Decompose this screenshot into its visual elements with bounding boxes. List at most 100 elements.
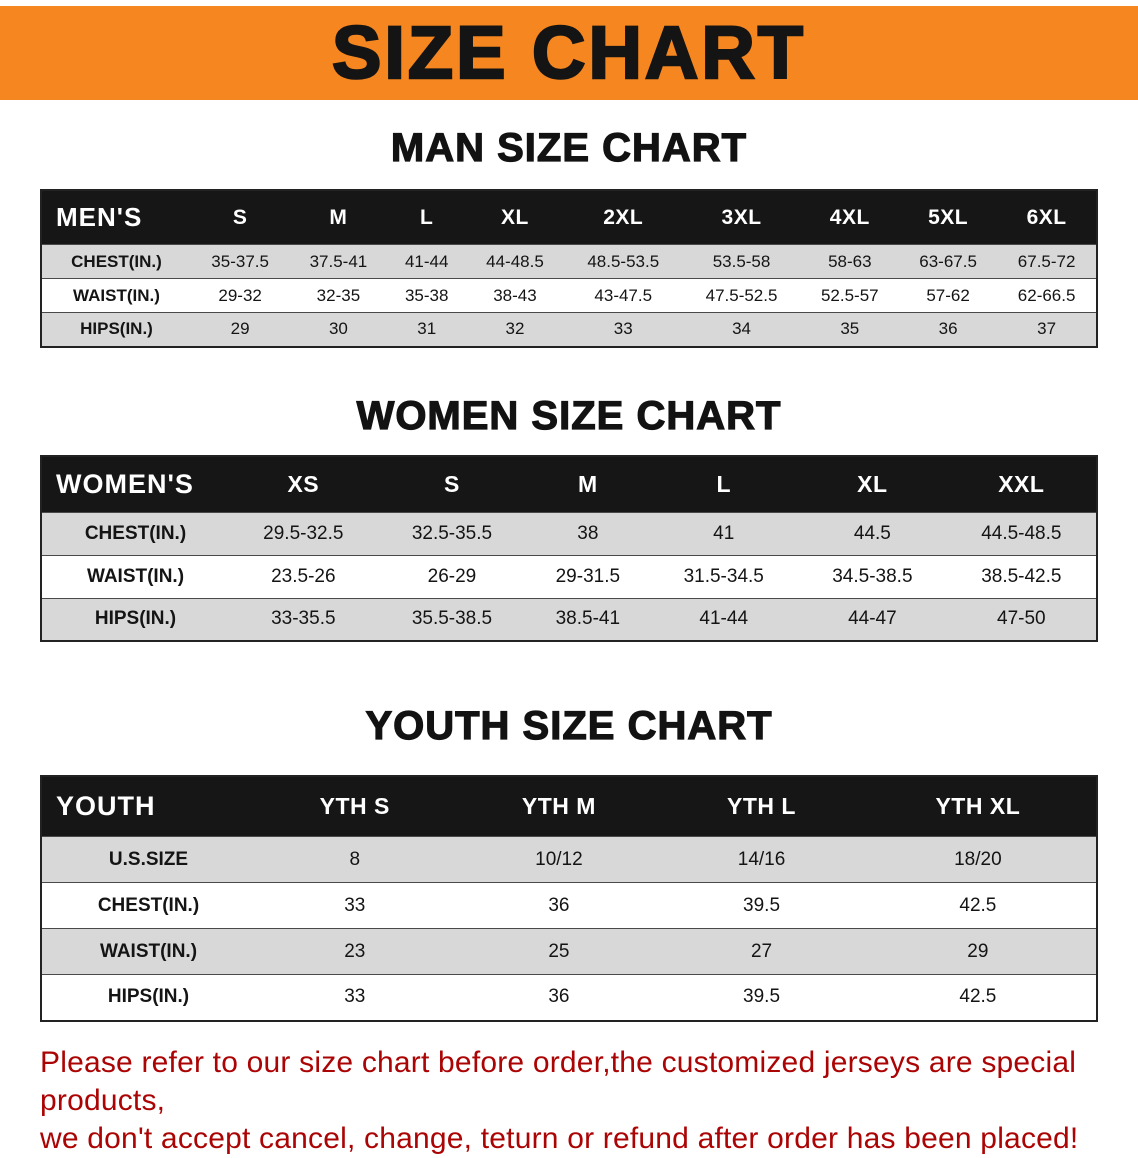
- measurement-value-cell: 42.5: [859, 974, 1097, 1021]
- measurement-value-cell: 29-31.5: [526, 554, 650, 598]
- measurement-value-cell: 27: [663, 928, 860, 975]
- disclaimer-text: Please refer to our size chart before or…: [40, 1044, 1138, 1158]
- measurement-value-cell: 47-50: [946, 597, 1097, 641]
- row-label-cell: HIPS(IN.): [41, 597, 229, 641]
- youth-size-section: YOUTH SIZE CHART YOUTH YTH S YTH M YTH L YTH…: [0, 703, 1138, 1022]
- measurement-value-cell: 38.5-42.5: [946, 554, 1097, 598]
- size-column-header: XXL: [998, 470, 1045, 497]
- women-section-heading: WOMEN SIZE CHART: [356, 393, 782, 438]
- row-label-cell: WAIST(IN.): [41, 278, 191, 313]
- table-row: CHEST(IN.) 33 36 39.5 42.5: [41, 882, 1097, 929]
- youth-table-wrap: YOUTH YTH S YTH M YTH L YTH XL U.S.SIZE 8 10/12…: [0, 775, 1138, 1022]
- size-column-header: 6XL: [1026, 205, 1067, 229]
- measurement-value-cell: 44-48.5: [465, 244, 565, 279]
- table-header-row: MEN'S S M L XL 2XL 3XL 4XL 5XL 6XL: [41, 190, 1097, 245]
- size-column-header: YTH S: [319, 793, 390, 819]
- measurement-value-cell: 8: [255, 836, 455, 883]
- youth-section-heading: YOUTH SIZE CHART: [365, 703, 773, 748]
- table-row: HIPS(IN.) 33 36 39.5 42.5: [41, 974, 1097, 1021]
- row-label-cell: CHEST(IN.): [41, 511, 229, 555]
- measurement-value-cell: 14/16: [663, 836, 860, 883]
- measurement-value-cell: 44.5-48.5: [946, 511, 1097, 555]
- disclaimer-line-1: Please refer to our size chart before or…: [40, 1045, 1077, 1117]
- measurement-value-cell: 32: [465, 312, 565, 347]
- size-column-header: L: [420, 205, 434, 229]
- size-column-header: S: [232, 205, 248, 229]
- women-size-table: WOMEN'S XS S M L XL XXL CHEST(IN.) 29.5-32.5 32.5…: [40, 454, 1098, 642]
- size-column-header: M: [329, 205, 348, 229]
- size-column-header: YTH L: [727, 793, 796, 819]
- measurement-value-cell: 67.5-72: [997, 244, 1097, 279]
- size-column-header: YTH M: [521, 793, 596, 819]
- size-column-header: XL: [501, 205, 529, 229]
- measurement-value-cell: 48.5-53.5: [564, 244, 683, 279]
- row-label-cell: HIPS(IN.): [41, 312, 191, 347]
- row-label-cell: WAIST(IN.): [41, 554, 229, 598]
- measurement-value-cell: 44-47: [798, 597, 947, 641]
- measurement-value-cell: 34: [682, 312, 801, 347]
- measurement-value-cell: 42.5: [859, 882, 1097, 929]
- size-column-header: XS: [287, 470, 320, 497]
- measurement-value-cell: 35: [800, 312, 899, 347]
- men-size-section: MAN SIZE CHART MEN'S S M L XL 2XL 3XL 4XL 5XL 6XL…: [0, 125, 1138, 348]
- disclaimer-line-2: we don't accept cancel, change, teturn o…: [40, 1121, 1079, 1155]
- measurement-value-cell: 29-32: [191, 278, 290, 313]
- measurement-value-cell: 23: [255, 928, 455, 975]
- table-row: HIPS(IN.) 33-35.5 35.5-38.5 38.5-41 41-44 44-…: [41, 597, 1097, 641]
- table-title-cell: WOMEN'S: [56, 468, 194, 499]
- size-column-header: L: [716, 470, 731, 497]
- measurement-value-cell: 41-44: [649, 597, 799, 641]
- measurement-value-cell: 38-43: [465, 278, 565, 313]
- measurement-value-cell: 41: [649, 511, 799, 555]
- measurement-value-cell: 33: [255, 882, 455, 929]
- table-row: CHEST(IN.) 29.5-32.5 32.5-35.5 38 41 44.5 44.5…: [41, 511, 1097, 555]
- table-row: CHEST(IN.) 35-37.5 37.5-41 41-44 44-48.5 48.5…: [41, 244, 1097, 279]
- measurement-value-cell: 36: [898, 312, 998, 347]
- table-header-row: YOUTH YTH S YTH M YTH L YTH XL: [41, 776, 1097, 837]
- table-row: WAIST(IN.) 23 25 27 29: [41, 928, 1097, 975]
- table-row: WAIST(IN.) 23.5-26 26-29 29-31.5 31.5-34.5 34…: [41, 554, 1097, 598]
- measurement-value-cell: 31.5-34.5: [649, 554, 799, 598]
- measurement-value-cell: 31: [387, 312, 466, 347]
- measurement-value-cell: 47.5-52.5: [682, 278, 801, 313]
- measurement-value-cell: 33: [564, 312, 683, 347]
- women-table-wrap: WOMEN'S XS S M L XL XXL CHEST(IN.) 29.5-32.5 32.5…: [0, 454, 1138, 642]
- row-label-cell: HIPS(IN.): [41, 974, 255, 1021]
- row-label-cell: U.S.SIZE: [41, 836, 255, 883]
- measurement-value-cell: 33-35.5: [229, 597, 378, 641]
- size-column-header: YTH XL: [935, 793, 1021, 819]
- measurement-value-cell: 37.5-41: [289, 244, 388, 279]
- measurement-value-cell: 62-66.5: [997, 278, 1097, 313]
- measurement-value-cell: 44.5: [798, 511, 947, 555]
- men-table-wrap: MEN'S S M L XL 2XL 3XL 4XL 5XL 6XL CHEST(IN.) 35-37…: [0, 189, 1138, 348]
- size-chart-page: SIZE CHART MAN SIZE CHART MEN'S S M L XL 2XL 3…: [0, 6, 1138, 1155]
- measurement-value-cell: 32-35: [289, 278, 388, 313]
- size-column-header: 3XL: [721, 205, 762, 229]
- table-row: WAIST(IN.) 29-32 32-35 35-38 38-43 43-47.5 47.…: [41, 278, 1097, 313]
- measurement-value-cell: 39.5: [663, 974, 860, 1021]
- measurement-value-cell: 38: [526, 511, 650, 555]
- measurement-value-cell: 25: [454, 928, 664, 975]
- measurement-value-cell: 39.5: [663, 882, 860, 929]
- measurement-value-cell: 30: [289, 312, 388, 347]
- table-header-row: WOMEN'S XS S M L XL XXL: [41, 455, 1097, 512]
- measurement-value-cell: 36: [454, 882, 664, 929]
- measurement-value-cell: 10/12: [454, 836, 664, 883]
- youth-size-table: YOUTH YTH S YTH M YTH L YTH XL U.S.SIZE 8 10/12…: [40, 775, 1098, 1022]
- measurement-value-cell: 36: [454, 974, 664, 1021]
- measurement-value-cell: 35-37.5: [191, 244, 290, 279]
- size-column-header: XL: [857, 470, 888, 497]
- men-section-heading: MAN SIZE CHART: [390, 125, 748, 170]
- measurement-value-cell: 33: [255, 974, 455, 1021]
- measurement-value-cell: 34.5-38.5: [798, 554, 947, 598]
- measurement-value-cell: 35.5-38.5: [377, 597, 527, 641]
- measurement-value-cell: 52.5-57: [800, 278, 899, 313]
- measurement-value-cell: 37: [997, 312, 1097, 347]
- measurement-value-cell: 32.5-35.5: [377, 511, 527, 555]
- measurement-value-cell: 41-44: [387, 244, 466, 279]
- size-column-header: 5XL: [928, 205, 969, 229]
- measurement-value-cell: 53.5-58: [682, 244, 801, 279]
- banner: SIZE CHART: [0, 6, 1138, 100]
- table-row: U.S.SIZE 8 10/12 14/16 18/20: [41, 836, 1097, 883]
- measurement-value-cell: 29.5-32.5: [229, 511, 378, 555]
